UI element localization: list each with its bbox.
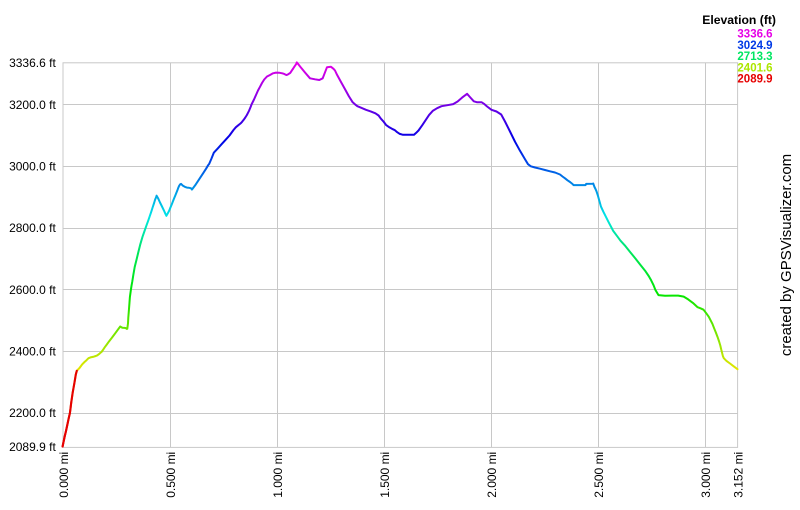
- svg-text:2089.9 ft: 2089.9 ft: [9, 440, 56, 454]
- svg-text:3.152 mi: 3.152 mi: [732, 452, 746, 498]
- svg-text:3000.0 ft: 3000.0 ft: [9, 160, 56, 174]
- svg-text:0.500 mi: 0.500 mi: [164, 452, 178, 498]
- svg-text:3.000 mi: 3.000 mi: [699, 452, 713, 498]
- svg-text:3336.6: 3336.6: [737, 29, 772, 41]
- svg-text:2089.9: 2089.9: [737, 74, 772, 86]
- svg-text:3024.9: 3024.9: [737, 40, 772, 52]
- svg-text:2800.0 ft: 2800.0 ft: [9, 221, 56, 235]
- svg-text:3200.0 ft: 3200.0 ft: [9, 98, 56, 112]
- svg-text:2200.0 ft: 2200.0 ft: [9, 406, 56, 420]
- svg-text:Elevation (ft): Elevation (ft): [702, 13, 776, 27]
- svg-text:2600.0 ft: 2600.0 ft: [9, 283, 56, 297]
- svg-text:2401.6: 2401.6: [737, 62, 772, 74]
- svg-text:2713.3: 2713.3: [737, 51, 772, 63]
- svg-text:2.000 mi: 2.000 mi: [485, 452, 499, 498]
- svg-text:created by GPSVisualizer.com: created by GPSVisualizer.com: [778, 154, 795, 356]
- svg-text:1.000 mi: 1.000 mi: [271, 452, 285, 498]
- svg-text:2400.0 ft: 2400.0 ft: [9, 345, 56, 359]
- svg-text:1.500 mi: 1.500 mi: [378, 452, 392, 498]
- svg-text:0.000 mi: 0.000 mi: [57, 452, 71, 498]
- svg-text:3336.6 ft: 3336.6 ft: [9, 56, 56, 70]
- svg-text:2.500 mi: 2.500 mi: [592, 452, 606, 498]
